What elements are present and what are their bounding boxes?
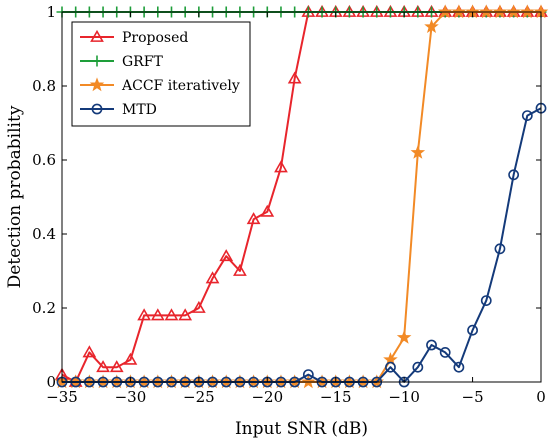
data-point — [164, 308, 179, 321]
legend-label: Proposed — [122, 30, 188, 46]
legend-marker — [90, 29, 104, 42]
x-axis-label: Input SNR (dB) — [235, 419, 368, 439]
data-point — [451, 4, 467, 19]
data-point — [191, 300, 206, 313]
data-point — [437, 4, 453, 19]
data-point — [506, 4, 521, 19]
data-point — [246, 212, 261, 225]
legend-label: MTD — [122, 102, 157, 118]
data-point — [492, 4, 508, 19]
data-point — [439, 346, 451, 358]
legend-entry: Proposed — [80, 29, 188, 46]
data-point — [109, 360, 124, 373]
series-line — [62, 107, 542, 383]
data-point — [150, 308, 165, 321]
axis-ticks: −35 −30 −25 −20 −15 −10 −5 0 0 0.2 0.4 0.6 0.8 1 — [32, 3, 546, 406]
x-tick-label: −35 — [46, 388, 78, 406]
data-point — [137, 308, 151, 321]
data-point — [412, 361, 424, 373]
data-point — [424, 19, 439, 33]
x-tick-label: −30 — [115, 388, 147, 406]
y-tick-label: 0.8 — [32, 77, 56, 95]
data-point — [480, 295, 492, 306]
data-point — [82, 345, 97, 358]
legend-entry: GRFT — [80, 54, 163, 70]
data-point — [453, 361, 465, 373]
y-tick-label: 0 — [46, 373, 56, 391]
data-point — [478, 4, 494, 19]
y-tick-label: 0.6 — [32, 151, 56, 169]
legend: Proposed GRFT ACCF iteratively MTD — [71, 21, 251, 127]
data-point — [301, 374, 316, 389]
x-tick-label: −5 — [462, 388, 484, 406]
legend-entry: ACCF iteratively — [80, 77, 240, 94]
series-mtd — [56, 102, 547, 388]
legend-marker — [91, 55, 103, 67]
data-point — [302, 369, 314, 380]
data-point — [426, 339, 437, 351]
x-tick-label: −25 — [183, 388, 215, 406]
data-point — [205, 271, 220, 284]
legend-label: GRFT — [122, 54, 163, 70]
data-point — [396, 329, 412, 344]
x-tick-label: −15 — [320, 388, 352, 406]
plot-frame — [61, 11, 542, 383]
data-point — [260, 204, 275, 217]
data-point — [410, 144, 426, 159]
x-tick-label: −20 — [251, 388, 283, 406]
data-point — [96, 360, 110, 373]
data-point — [123, 352, 138, 365]
legend-marker — [89, 77, 105, 92]
data-point — [233, 263, 247, 276]
data-point — [274, 160, 288, 173]
legend-marker — [91, 103, 103, 115]
y-tick-label: 0.4 — [32, 225, 56, 243]
data-point — [287, 71, 302, 84]
data-point — [467, 324, 478, 336]
legend-label: ACCF iteratively — [121, 78, 240, 94]
data-point — [219, 249, 234, 262]
x-tick-label: −10 — [388, 388, 420, 406]
x-tick-label: 0 — [536, 388, 546, 406]
data-point — [494, 243, 506, 255]
y-tick-label: 0.2 — [32, 299, 56, 317]
data-point — [385, 361, 396, 373]
data-point — [508, 169, 520, 181]
data-point — [520, 4, 535, 19]
y-axis-label: Detection probability — [5, 105, 25, 288]
data-point — [521, 110, 533, 121]
y-tick-label: 1 — [46, 3, 56, 21]
data-point — [178, 308, 193, 321]
legend-entry: MTD — [80, 102, 157, 118]
